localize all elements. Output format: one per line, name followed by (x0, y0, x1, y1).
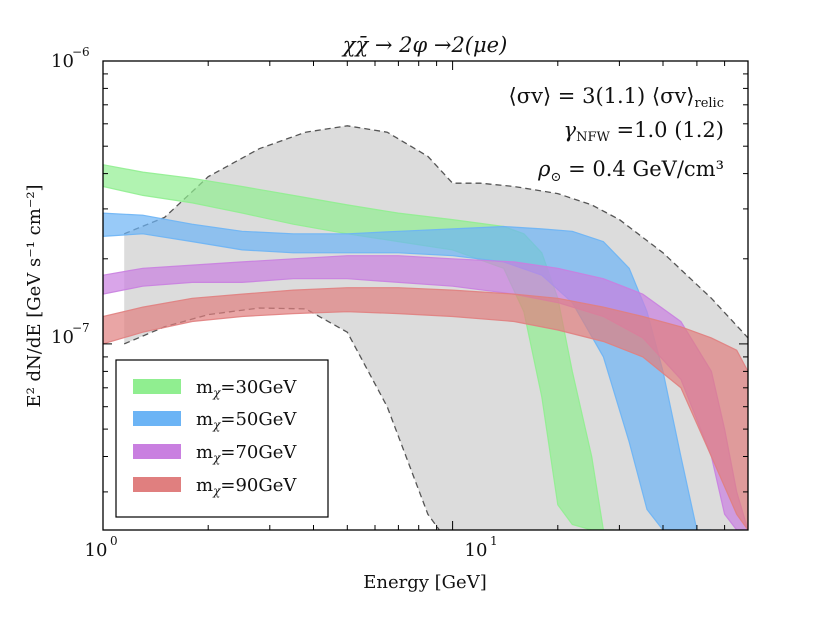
chart-title: χχ̄ → 2φ →2(μe) (341, 33, 508, 57)
legend-label-30gev: mχ=30GeV (196, 377, 297, 400)
annotation-rho: ρ⊙ = 0.4 GeV/cm³ (537, 157, 724, 185)
legend-label-90gev: mχ=90GeV (196, 475, 297, 498)
legend-swatch-50gev (133, 411, 181, 426)
legend-swatch-90gev (133, 477, 181, 492)
band-90gev (103, 287, 748, 530)
svg-text:−6: −6 (72, 45, 90, 59)
legend: mχ=30GeV mχ=50GeV mχ=70GeV mχ=90GeV (115, 359, 329, 518)
svg-text:10: 10 (51, 327, 74, 348)
axes-frame (102, 60, 749, 531)
plot-area (103, 125, 748, 530)
legend-swatch-70gev (133, 444, 181, 459)
y-tick-label-1e-7: 10 −7 (51, 321, 90, 348)
svg-text:1: 1 (490, 534, 498, 548)
svg-text:10: 10 (465, 540, 488, 561)
y-axis-label: E² dN/dE [GeV s⁻¹ cm⁻²] (24, 184, 45, 407)
svg-text:10: 10 (51, 51, 74, 72)
x-axis-label: Energy [GeV] (363, 572, 486, 593)
series-layer (103, 164, 748, 530)
x-tick-label-1: 10 0 (85, 534, 118, 561)
band-70gev (103, 255, 748, 530)
excess-band-fill (124, 125, 748, 530)
legend-label-50gev: mχ=50GeV (196, 409, 297, 432)
excess-band-upper-edge (123, 125, 748, 339)
svg-text:10: 10 (85, 540, 108, 561)
y-tick-label-1e-6: 10 −6 (51, 45, 90, 72)
annotation-sigma-v: ⟨σv⟩ = 3(1.1) ⟨σv⟩relic (509, 84, 724, 111)
annotation-gamma-nfw: γNFW =1.0 (1.2) (564, 118, 724, 145)
legend-label-70gev: mχ=70GeV (196, 442, 297, 465)
x-tick-label-10: 10 1 (465, 534, 498, 561)
svg-text:0: 0 (110, 534, 118, 548)
svg-text:−7: −7 (72, 321, 90, 335)
legend-swatch-30gev (133, 379, 181, 394)
band-50gev (103, 212, 712, 530)
